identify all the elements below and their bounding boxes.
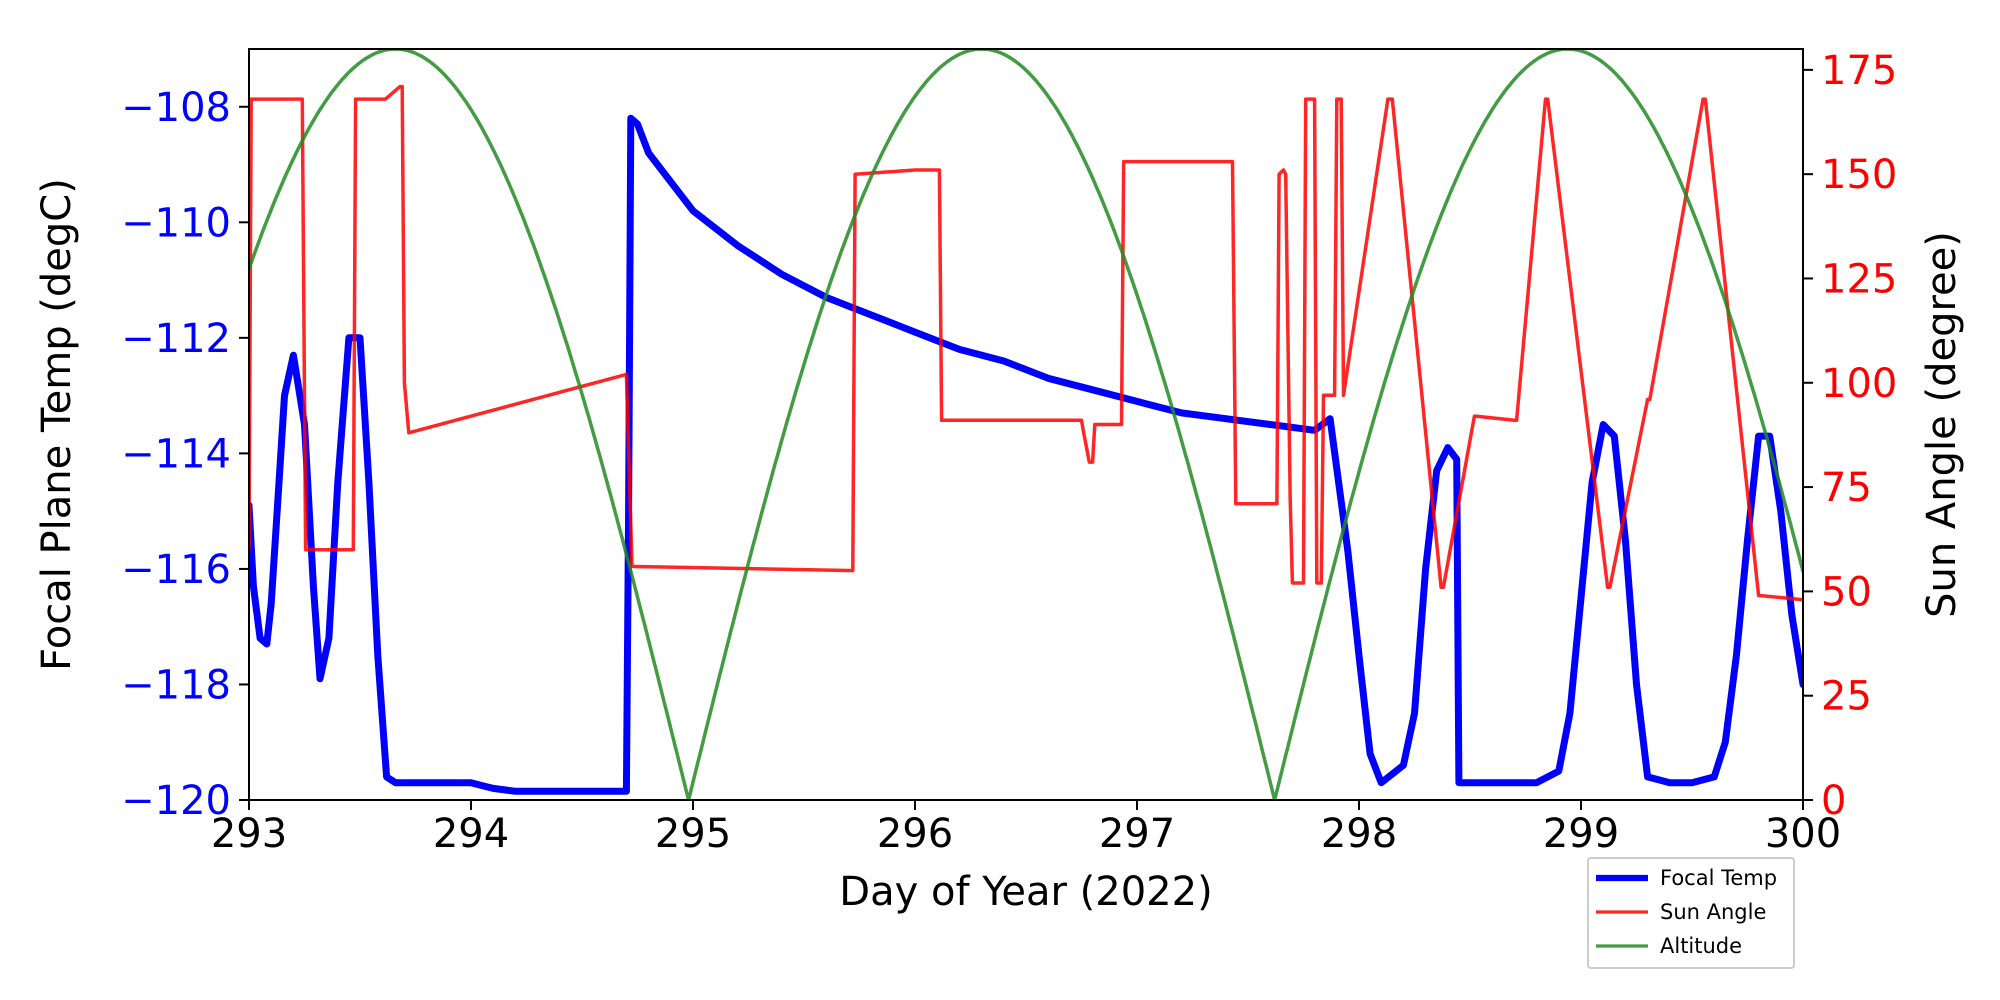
y-axis-left-label: Focal Plane Temp (degC) xyxy=(34,178,80,671)
x-axis-label: Day of Year (2022) xyxy=(839,869,1212,915)
y-right-tick-label: 25 xyxy=(1821,674,1872,720)
y-left-tick-label: −118 xyxy=(121,662,231,708)
y-left-tick-label: −112 xyxy=(121,316,231,362)
x-tick-label: 293 xyxy=(211,811,287,857)
y-right-tick-label: 125 xyxy=(1821,256,1897,302)
x-tick-label: 300 xyxy=(1765,811,1841,857)
y-right-tick-label: 175 xyxy=(1821,48,1897,94)
series-line-altitude xyxy=(249,49,1803,800)
series-layer xyxy=(249,49,1803,800)
y-left-tick-label: −120 xyxy=(121,778,231,824)
x-tick-label: 299 xyxy=(1543,811,1619,857)
y-left-tick-label: −110 xyxy=(121,200,231,246)
ticks-layer: 293 294 295 296 297 298 299 300 −108 −110 −112 −114… xyxy=(121,48,1897,857)
legend-box xyxy=(1587,857,1795,969)
y-right-tick-label: 50 xyxy=(1821,569,1872,615)
y-left-tick-label: −116 xyxy=(121,547,231,593)
x-tick-label: 294 xyxy=(433,811,509,857)
y-right-tick-label: 150 xyxy=(1821,152,1897,198)
y-left-tick-label: −114 xyxy=(121,431,231,477)
legend-label-focal-temp: Focal Temp xyxy=(1660,866,1777,890)
y-right-tick-label: 100 xyxy=(1821,361,1897,407)
x-tick-label: 295 xyxy=(655,811,731,857)
y-axis-right-label: Sun Angle (degree) xyxy=(1919,231,1965,618)
legend-label-sun-angle: Sun Angle xyxy=(1660,900,1766,924)
plot-frame xyxy=(248,48,1804,801)
x-tick-label: 296 xyxy=(877,811,953,857)
x-tick-label: 297 xyxy=(1099,811,1175,857)
series-line-focal-temp xyxy=(249,114,1803,795)
x-tick-label: 298 xyxy=(1321,811,1397,857)
legend-label-altitude: Altitude xyxy=(1660,934,1742,958)
series-line-sun-angle xyxy=(249,84,1803,602)
plot-area xyxy=(249,49,1803,800)
y-right-tick-label: 75 xyxy=(1821,465,1872,511)
y-right-tick-label: 0 xyxy=(1821,778,1846,824)
legend: Focal Temp Sun Angle Altitude xyxy=(1587,857,1795,969)
y-left-tick-label: −108 xyxy=(121,85,231,131)
